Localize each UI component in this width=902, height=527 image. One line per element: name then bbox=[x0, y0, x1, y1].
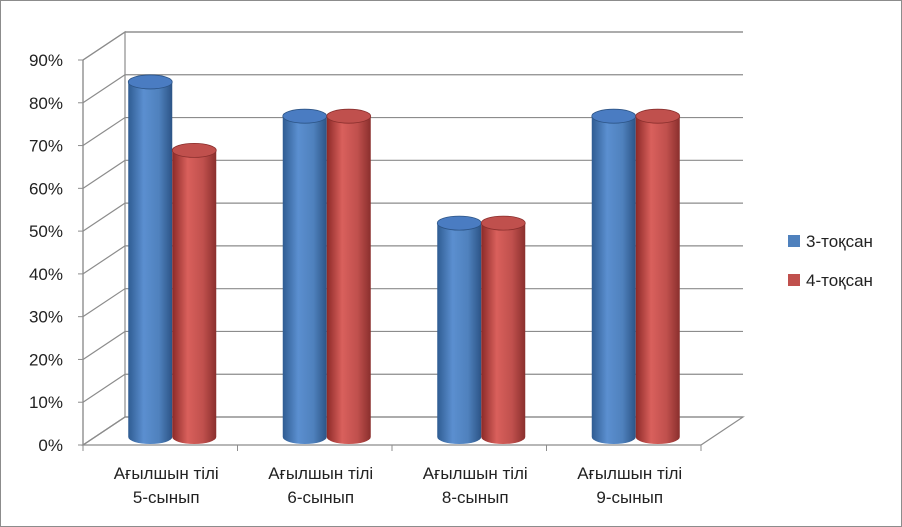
bar-series2 bbox=[635, 108, 681, 445]
legend-swatch bbox=[788, 235, 800, 247]
bar-series2 bbox=[480, 215, 526, 445]
y-tick-label: 90% bbox=[29, 51, 63, 70]
bar-top bbox=[127, 74, 173, 90]
y-tick-label: 10% bbox=[29, 393, 63, 412]
gridline bbox=[82, 373, 743, 403]
bar-top bbox=[436, 215, 482, 231]
side-wall bbox=[82, 30, 126, 447]
bar-top bbox=[635, 108, 681, 124]
y-tick-label: 30% bbox=[29, 308, 63, 327]
bar-series2 bbox=[326, 108, 372, 444]
gridline bbox=[82, 159, 743, 189]
y-tick-label: 70% bbox=[29, 137, 63, 156]
gridline bbox=[82, 74, 743, 104]
bar-body bbox=[437, 223, 482, 445]
bar-body bbox=[635, 116, 680, 445]
bar-body bbox=[481, 223, 526, 445]
y-tick-label: 0% bbox=[38, 436, 63, 455]
y-axis-ticks: 0% 10% 20% 30% 40% 50% 60% 70% 80% 90% bbox=[29, 51, 83, 455]
gridline bbox=[82, 245, 743, 275]
bar-body bbox=[591, 116, 636, 445]
bars bbox=[127, 74, 681, 445]
x-tick-label: Ағылшын тілі 9-сынып bbox=[577, 464, 682, 507]
gridline bbox=[82, 116, 743, 147]
y-tick-label: 60% bbox=[29, 179, 63, 198]
bar-top bbox=[282, 108, 328, 124]
legend-swatch bbox=[788, 274, 800, 286]
bar-series2 bbox=[171, 142, 217, 445]
bar-series1 bbox=[282, 108, 328, 445]
gridlines bbox=[82, 31, 743, 446]
gridline bbox=[82, 202, 743, 232]
y-tick-label: 40% bbox=[29, 265, 63, 284]
y-tick-label: 50% bbox=[29, 222, 63, 241]
x-tick-label: Ағылшын тілі 5-сынып bbox=[114, 464, 219, 507]
x-axis-labels: Ағылшын тілі 5-сынып Ағылшын тілі 6-сынып Ағ… bbox=[82, 445, 702, 507]
x-tick-label: Ағылшын тілі 6-сынып bbox=[268, 464, 373, 507]
legend-label: 4-тоқсан bbox=[806, 271, 873, 290]
bar-series1 bbox=[591, 108, 637, 445]
bar-series1 bbox=[127, 74, 173, 445]
bar-top bbox=[171, 142, 217, 158]
legend-label: 3-тоқсан bbox=[806, 232, 873, 251]
bar-body bbox=[282, 116, 327, 445]
bar-body bbox=[172, 150, 217, 445]
bar-series1 bbox=[436, 215, 482, 445]
gridline bbox=[82, 330, 743, 360]
gridline bbox=[82, 31, 743, 61]
bar-body bbox=[128, 81, 173, 445]
legend: 3-тоқсан 4-тоқсан bbox=[788, 232, 873, 290]
y-tick-label: 80% bbox=[29, 94, 63, 113]
bar-top bbox=[591, 108, 637, 124]
bar-top bbox=[326, 108, 372, 124]
bar-body bbox=[326, 116, 371, 444]
y-tick-label: 20% bbox=[29, 350, 63, 369]
gridline bbox=[82, 288, 743, 318]
bar-top bbox=[480, 215, 526, 231]
gridline bbox=[82, 416, 743, 446]
x-tick-label: Ағылшын тілі 8-сынып bbox=[423, 464, 528, 507]
